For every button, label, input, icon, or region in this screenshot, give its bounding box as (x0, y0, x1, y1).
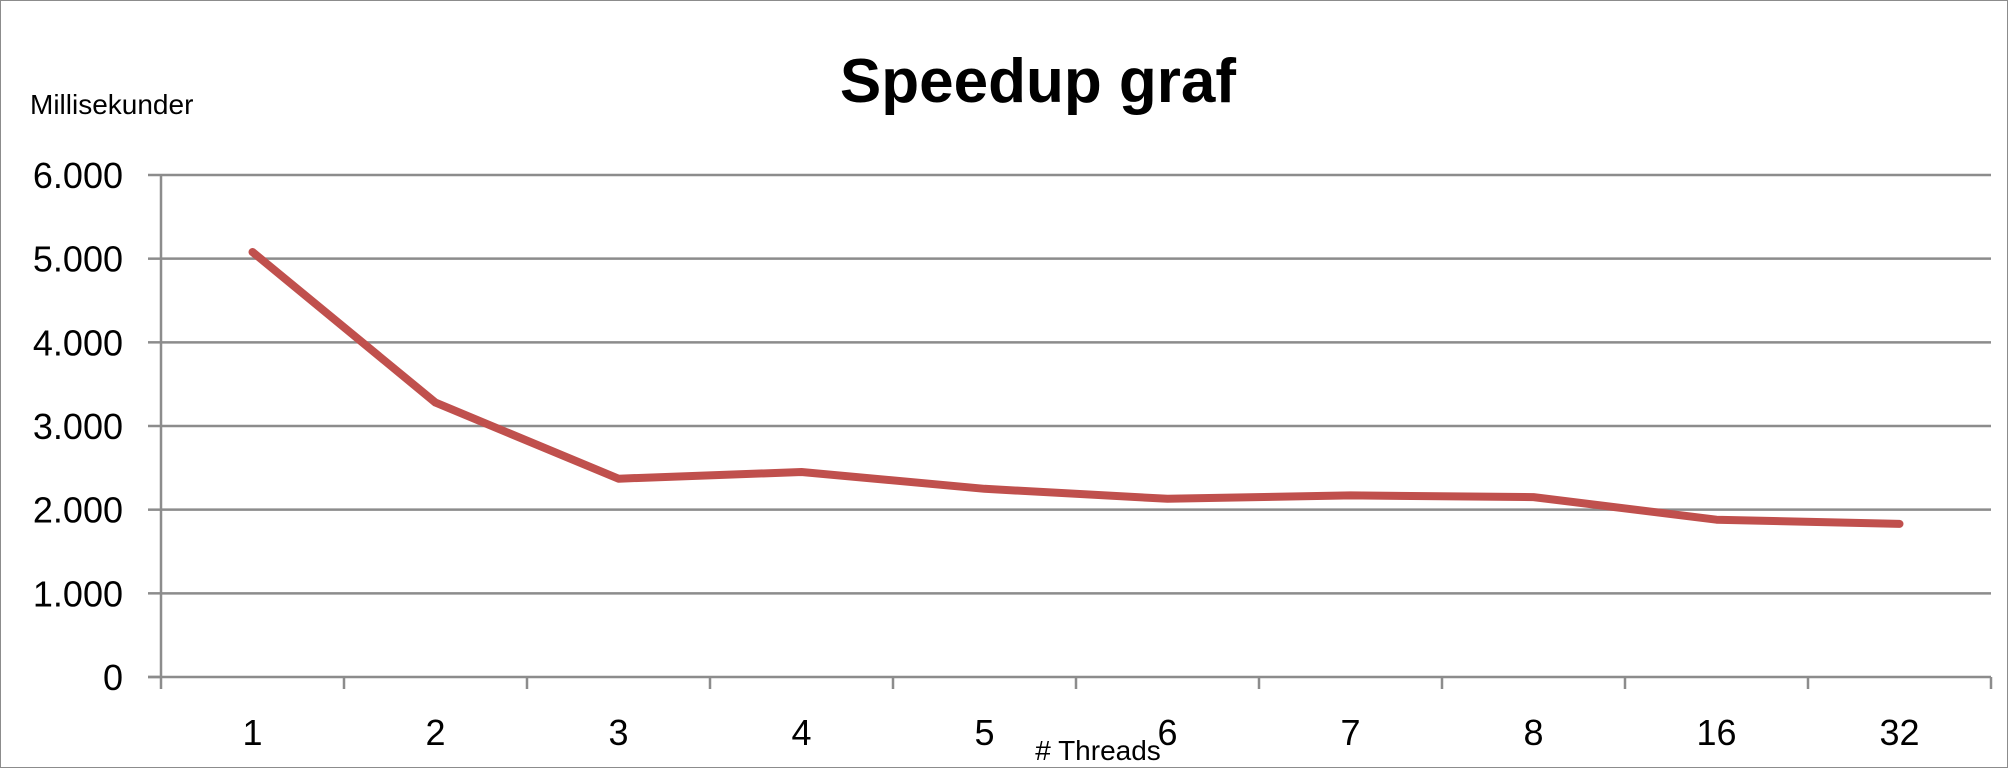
chart-title: Speedup graf (840, 47, 1237, 116)
y-tick-label: 2.000 (33, 490, 123, 531)
x-tick-label: 5 (974, 712, 994, 753)
x-tick-label: 7 (1340, 712, 1360, 753)
x-tick-label: 3 (608, 712, 628, 753)
x-tick-label: 6 (1157, 712, 1177, 753)
y-axis-label: Millisekunder (30, 89, 193, 120)
y-tick-label: 1.000 (33, 573, 123, 614)
y-tick-label: 3.000 (33, 406, 123, 447)
y-tick-label: 4.000 (33, 322, 123, 363)
axes (148, 173, 1993, 689)
x-tick-label: 8 (1523, 712, 1543, 753)
x-tick-label: 32 (1879, 712, 1919, 753)
x-tick-label: 4 (791, 712, 811, 753)
y-tick-label: 6.000 (33, 155, 123, 196)
x-axis-label: # Threads (1035, 735, 1161, 766)
series-layer (248, 248, 1904, 528)
y-tick-label: 0 (103, 657, 123, 698)
y-tick-label: 5.000 (33, 239, 123, 280)
x-tick-label: 2 (425, 712, 445, 753)
gridlines (161, 173, 1991, 595)
x-tick-label: 16 (1696, 712, 1736, 753)
x-tick-labels: 1 2 3 4 5 6 7 8 16 32 (242, 712, 1919, 753)
x-tick-label: 1 (242, 712, 262, 753)
series-line (248, 248, 1904, 528)
y-tick-labels: 0 1.000 2.000 3.000 4.000 5.000 6.000 (33, 155, 123, 698)
